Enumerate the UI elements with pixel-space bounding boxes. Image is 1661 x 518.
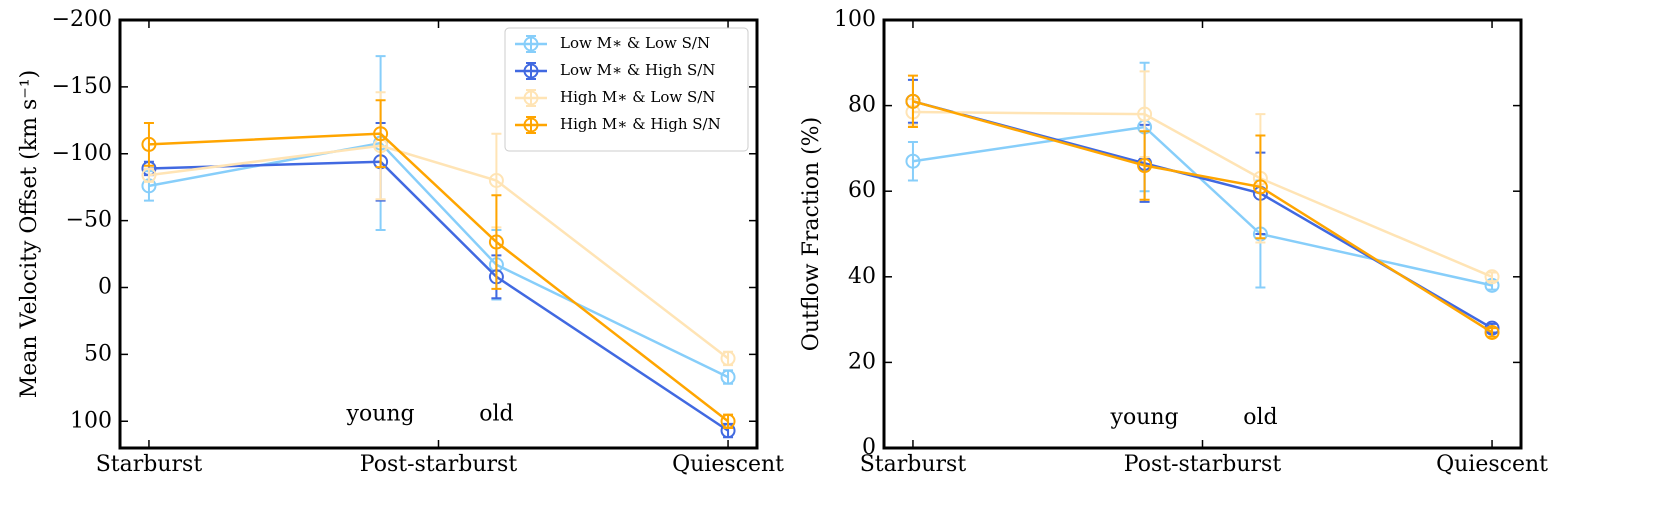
- legend-frame: [504, 27, 749, 152]
- y-tick-label: 50: [84, 341, 112, 366]
- point: [141, 167, 157, 183]
- series-line: [912, 125, 1493, 287]
- point: [1252, 179, 1268, 195]
- y-tick-label: −200: [52, 7, 112, 32]
- y-tick-label: 0: [862, 435, 876, 460]
- point: [1484, 269, 1500, 285]
- series-line: [148, 144, 729, 360]
- point: [905, 93, 921, 109]
- point: [720, 413, 736, 429]
- point: [1137, 106, 1153, 122]
- legend-marker: [523, 63, 539, 79]
- error-bar: [1487, 271, 1498, 283]
- legend-marker: [523, 90, 539, 106]
- x-tick-label: Starburst: [860, 452, 967, 477]
- series-line: [912, 100, 1493, 330]
- legend-marker: [523, 117, 539, 133]
- y-tick-label: 60: [848, 178, 876, 203]
- y-axis-label: Outflow Fraction (%): [799, 117, 824, 351]
- annotation: old: [479, 402, 513, 427]
- x-tick-label: Quiescent: [1436, 452, 1548, 477]
- y-tick-label: 100: [834, 7, 876, 32]
- legend-errorbar: [526, 35, 536, 53]
- legend-errorbar: [526, 116, 536, 134]
- series-line: [912, 110, 1493, 278]
- point: [1137, 158, 1153, 174]
- legend-label: High M∗ & High S/N: [560, 115, 721, 133]
- y-tick-label: 80: [848, 93, 876, 118]
- series-line: [148, 132, 729, 423]
- y-tick-label: −50: [66, 208, 112, 233]
- legend-errorbar: [526, 89, 536, 107]
- series-line: [912, 100, 1493, 334]
- legend-label: High M∗ & Low S/N: [560, 88, 715, 106]
- annotation: young: [1110, 405, 1179, 430]
- x-tick-label: Post-starburst: [360, 452, 518, 477]
- error-bar: [1487, 327, 1498, 338]
- point: [141, 136, 157, 152]
- point: [488, 173, 504, 188]
- legend-label: Low M∗ & High S/N: [560, 61, 715, 79]
- y-axis-label: Mean Velocity Offset (km s⁻¹): [17, 70, 42, 399]
- y-tick-label: −100: [52, 141, 112, 166]
- point: [905, 153, 921, 169]
- legend-marker: [523, 36, 539, 52]
- legend-label: Low M∗ & Low S/N: [560, 34, 710, 52]
- x-tick-label: Post-starburst: [1124, 452, 1282, 477]
- series-line: [148, 160, 729, 432]
- plot-frame: [882, 18, 1523, 450]
- x-tick-label: Quiescent: [672, 452, 784, 477]
- series-line: [148, 141, 729, 379]
- legend-errorbar: [526, 62, 536, 80]
- annotation: young: [346, 402, 415, 427]
- y-tick-label: 0: [98, 275, 112, 300]
- annotation: old: [1243, 405, 1277, 430]
- point: [488, 234, 504, 250]
- point: [373, 126, 389, 142]
- point: [720, 350, 736, 366]
- y-tick-label: 40: [848, 264, 876, 289]
- point: [1484, 324, 1500, 340]
- point: [720, 369, 736, 385]
- y-tick-label: 20: [848, 349, 876, 374]
- y-tick-label: 100: [70, 408, 112, 433]
- y-tick-label: −150: [52, 74, 112, 99]
- legend: Low M∗ & Low S/N Low M∗ & High S/N High M∗…: [504, 27, 749, 152]
- x-tick-label: Starburst: [96, 452, 203, 477]
